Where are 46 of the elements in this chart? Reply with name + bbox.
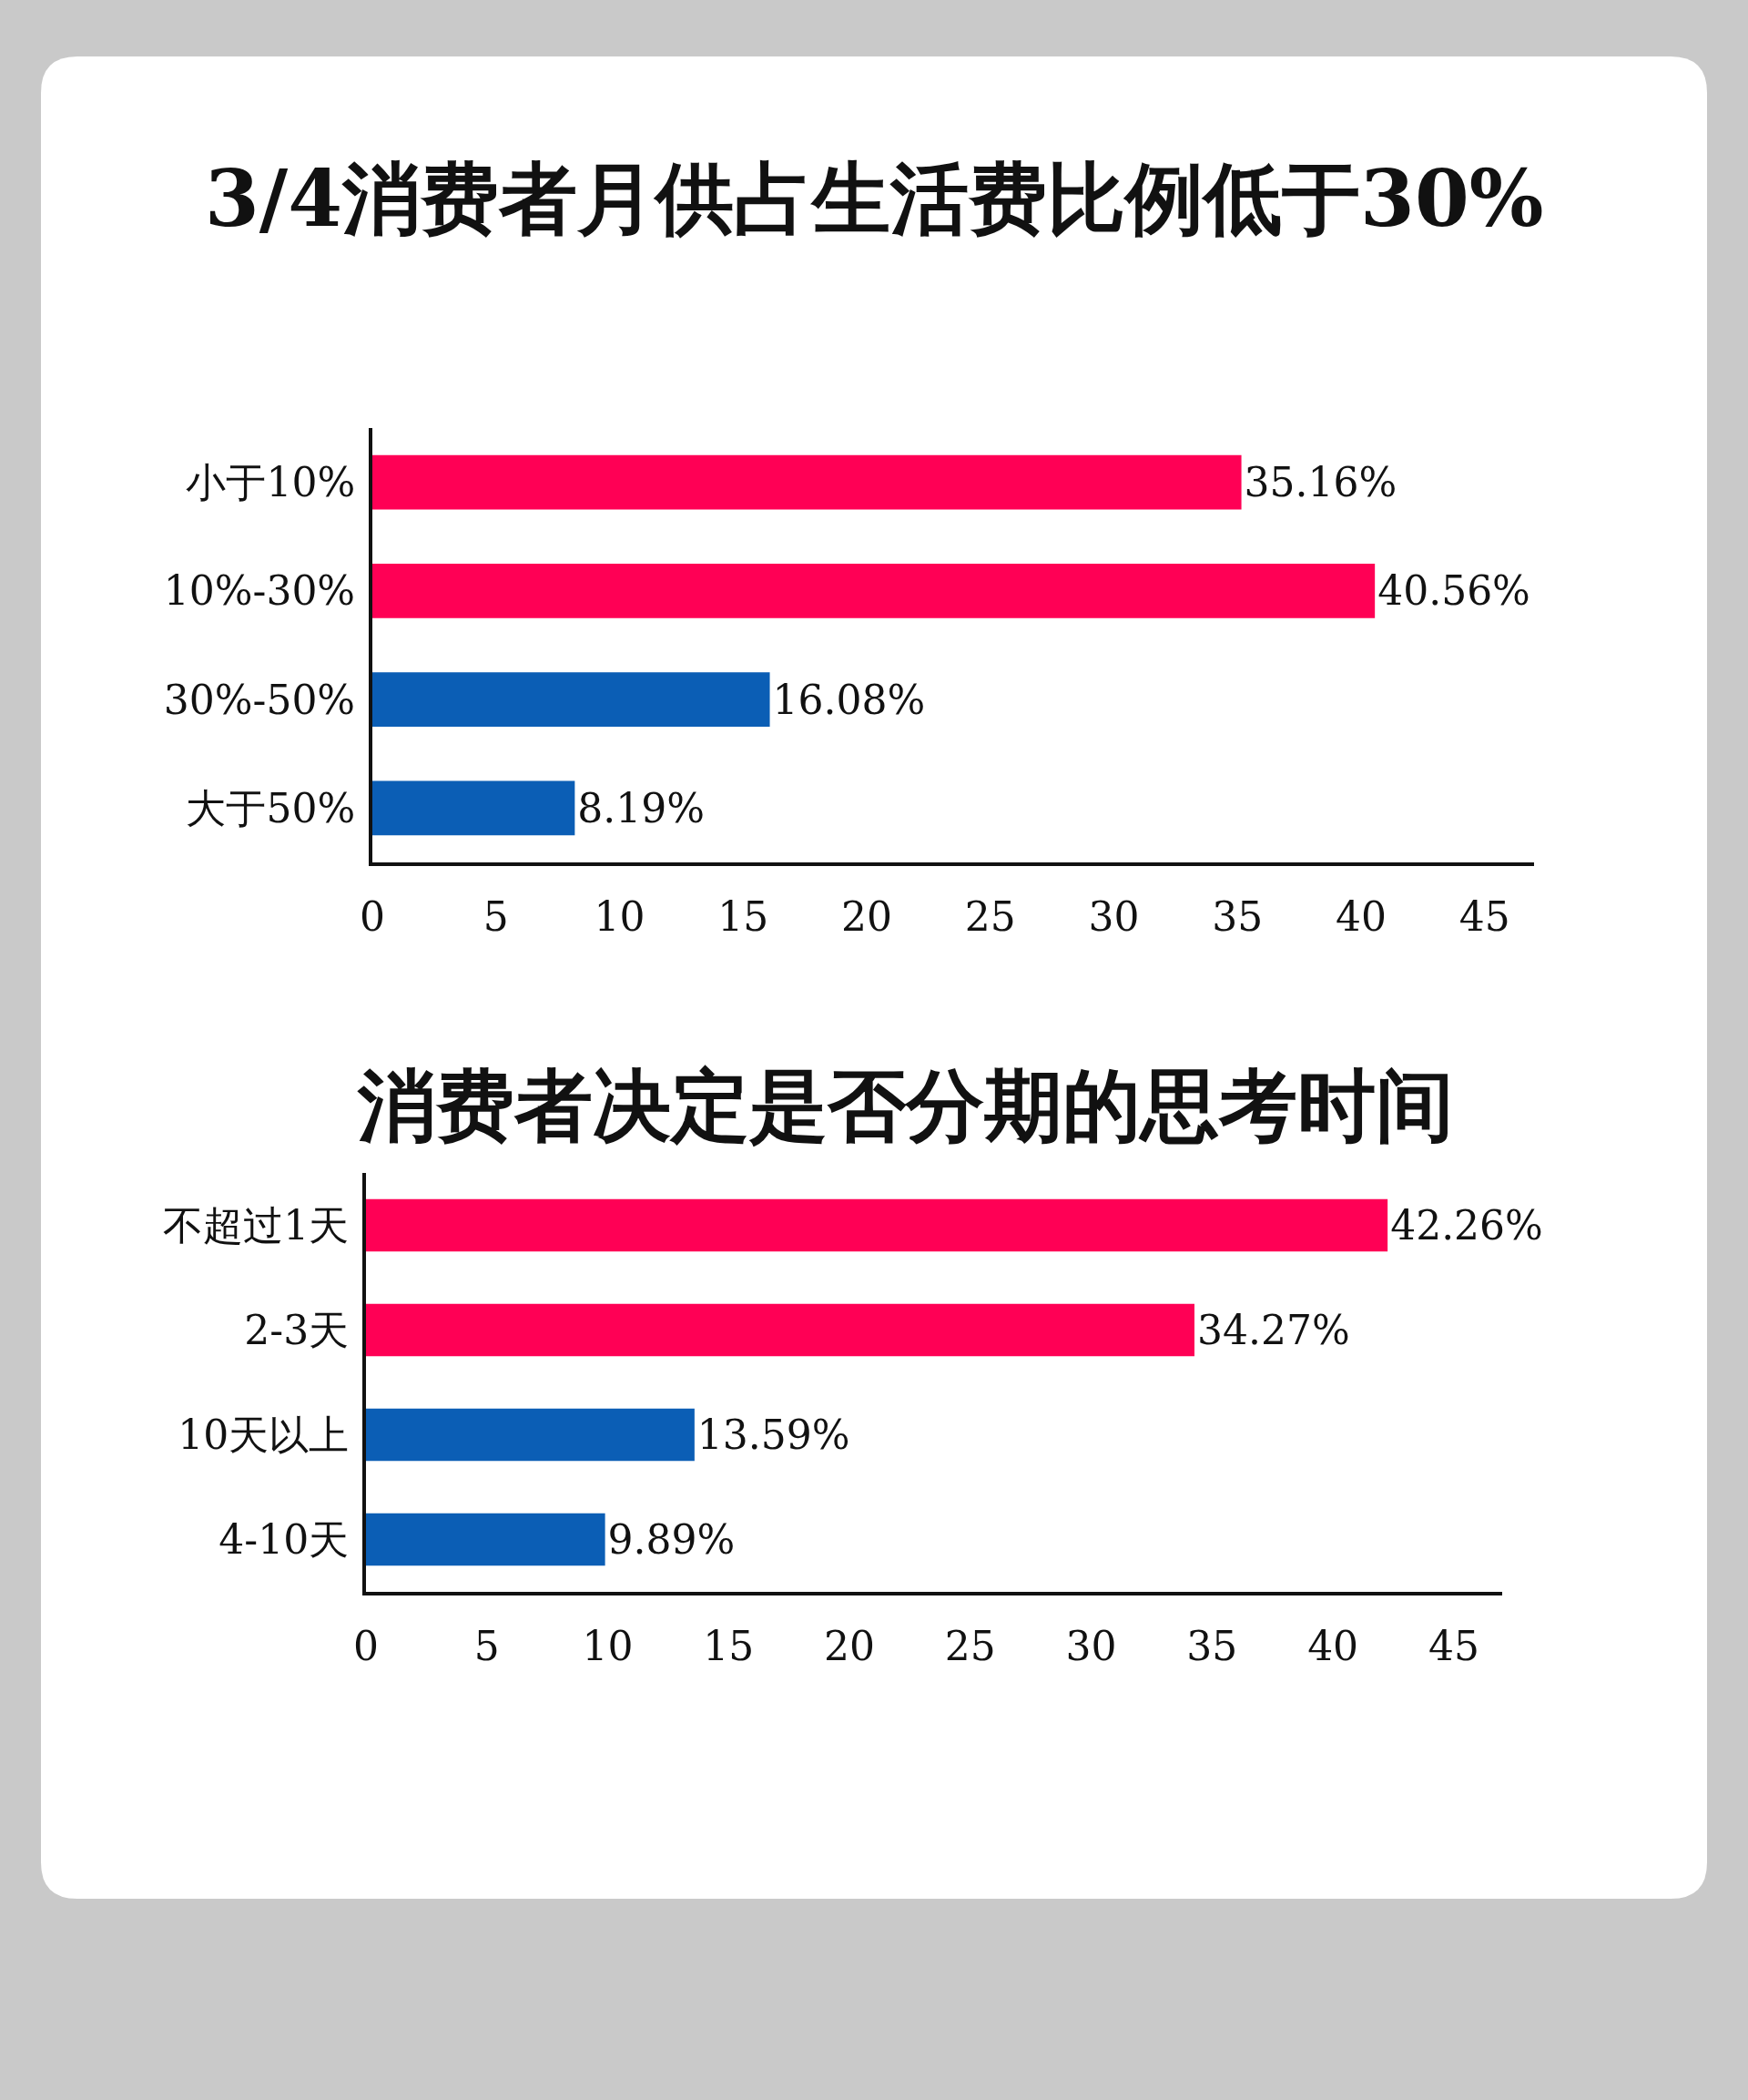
data-label: 42.26% [1390,1202,1543,1249]
y-tick-label: 10%-30% [163,567,356,615]
y-tick-label: 小于10% [186,459,356,506]
bar [372,780,575,836]
y-tick-label: 大于50% [186,784,356,831]
x-tick-label: 35 [1212,892,1264,940]
data-label: 16.08% [772,676,926,723]
bar [372,564,1376,618]
data-label: 8.19% [577,784,706,831]
data-label: 40.56% [1377,567,1530,615]
y-tick-label: 30%-50% [163,676,356,723]
x-tick-label: 15 [717,892,769,940]
x-tick-label: 0 [353,1622,379,1669]
bar [372,672,770,727]
bar [366,1408,695,1462]
x-tick-label: 5 [473,1622,500,1669]
x-tick-label: 10 [582,1622,634,1669]
bar [366,1303,1194,1357]
x-tick-label: 25 [944,1622,996,1669]
y-tick-label: 10天以上 [178,1411,350,1458]
x-tick-label: 45 [1428,1622,1479,1669]
x-tick-label: 20 [840,892,892,940]
x-tick-label: 5 [483,892,509,940]
bar [366,1513,605,1566]
y-tick-label: 不超过1天 [163,1201,350,1249]
x-tick-label: 30 [1065,1622,1117,1669]
x-tick-label: 15 [703,1622,755,1669]
data-label: 9.89% [607,1516,736,1563]
x-tick-label: 40 [1335,892,1387,940]
x-tick-label: 30 [1088,892,1140,940]
x-tick-label: 20 [824,1622,876,1669]
data-label: 13.59% [696,1412,850,1458]
x-tick-label: 25 [964,892,1016,940]
chart-title: 3/4消费者月供占生活费比例低于30% [205,152,1544,244]
bar [372,454,1242,510]
bar [366,1198,1388,1252]
data-label: 34.27% [1196,1307,1350,1353]
x-tick-label: 10 [594,892,645,940]
chart-title: 消费者决定是否分期的思考时间 [357,1059,1454,1151]
data-label: 35.16% [1244,459,1397,506]
y-tick-label: 4-10天 [218,1515,350,1563]
x-tick-label: 40 [1307,1622,1359,1669]
y-tick-label: 2-3天 [244,1306,350,1353]
x-tick-label: 35 [1186,1622,1238,1669]
x-tick-label: 45 [1458,892,1510,940]
x-tick-label: 0 [360,892,385,940]
